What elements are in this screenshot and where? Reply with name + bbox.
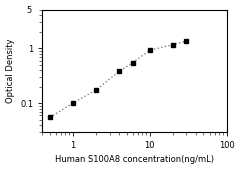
Y-axis label: Optical Density: Optical Density: [6, 39, 15, 103]
X-axis label: Human S100A8 concentration(ng/mL): Human S100A8 concentration(ng/mL): [55, 155, 214, 164]
Text: 5: 5: [26, 6, 31, 15]
